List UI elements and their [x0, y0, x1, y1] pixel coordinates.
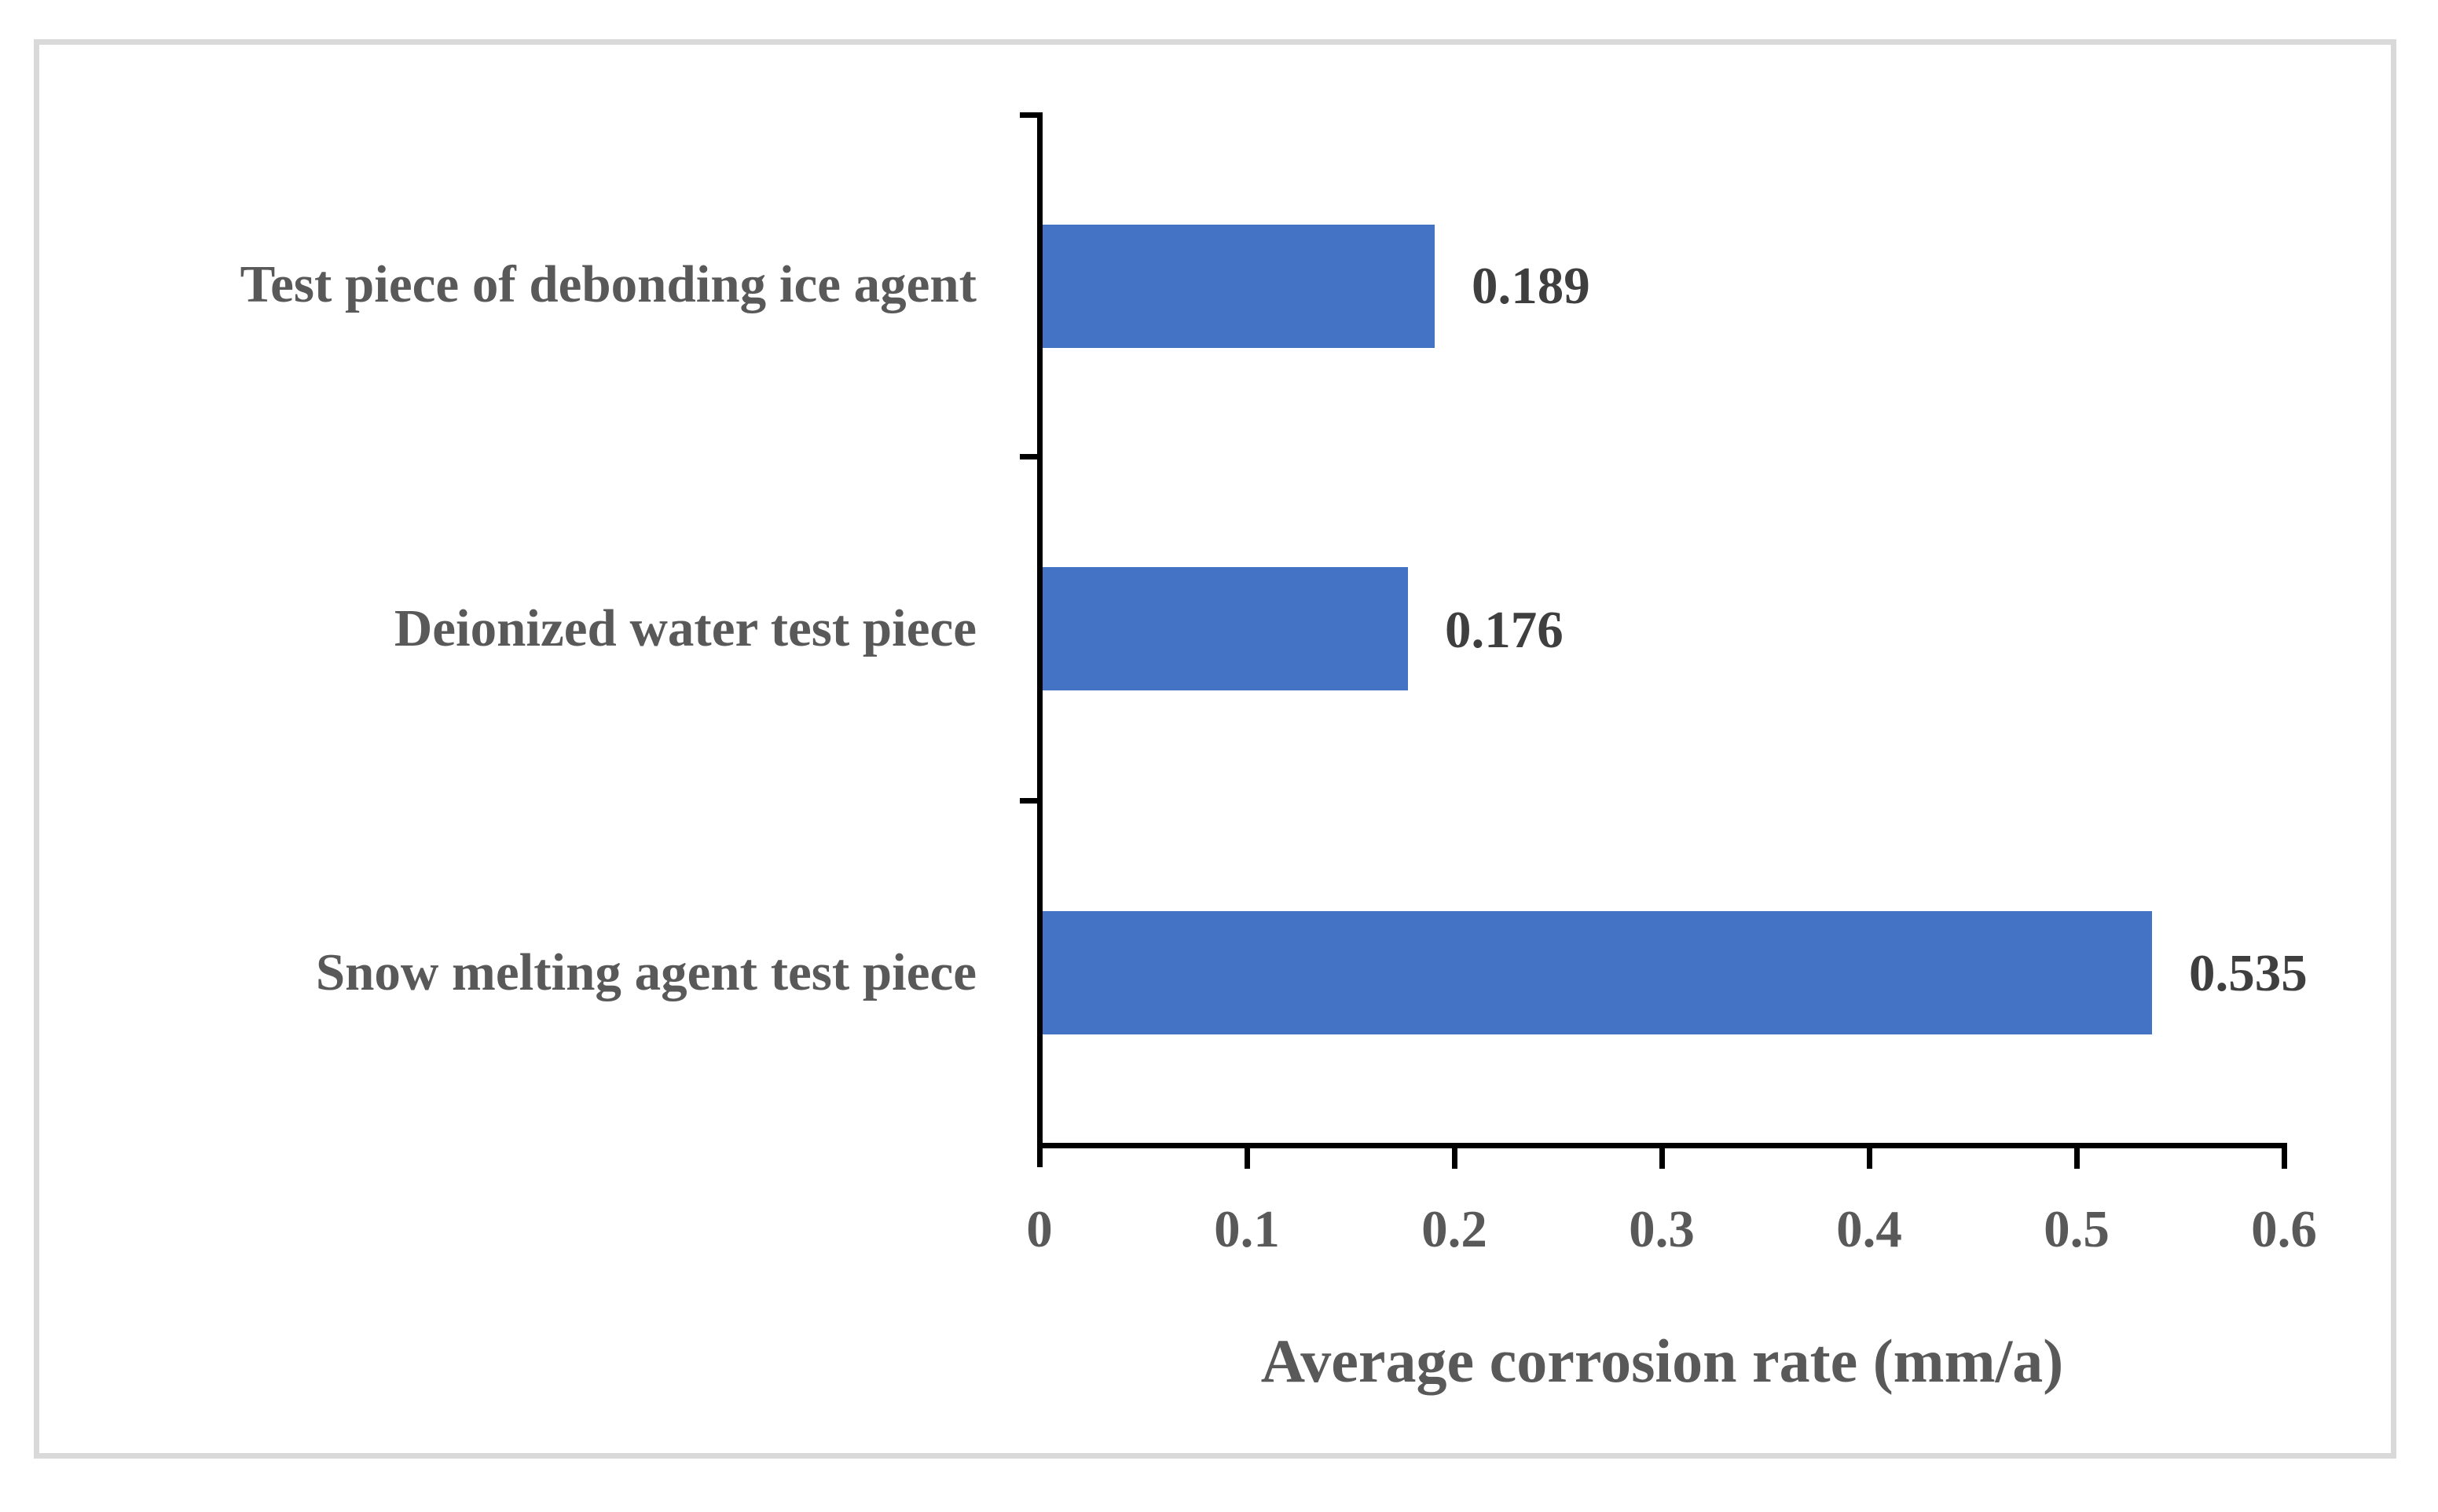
- category-label: Snow melting agent test piece: [315, 943, 977, 1001]
- bar-value-label: 0.535: [2189, 944, 2308, 1002]
- x-axis-line: [1037, 1143, 2287, 1148]
- y-axis-line: [1037, 112, 1043, 1167]
- x-axis-tick: [1659, 1148, 1665, 1169]
- bar: [1043, 567, 1408, 690]
- y-axis-tick: [1020, 112, 1037, 118]
- x-tick-label: 0.6: [2251, 1200, 2317, 1258]
- bar-value-label: 0.189: [1472, 257, 1590, 315]
- x-tick-label: 0.4: [1836, 1200, 1902, 1258]
- x-axis-title: Average corrosion rate (mm/a): [1260, 1327, 2064, 1395]
- x-axis-tick: [1867, 1148, 1872, 1169]
- x-tick-label: 0.1: [1214, 1200, 1280, 1258]
- x-axis-tick: [1245, 1148, 1250, 1169]
- bar: [1043, 225, 1435, 348]
- category-label: Test piece of debonding ice agent: [240, 255, 977, 313]
- category-label: Deionized water test piece: [394, 599, 977, 657]
- x-tick-label: 0.5: [2044, 1200, 2110, 1258]
- bar-value-label: 0.176: [1445, 601, 1564, 659]
- bar: [1043, 911, 2152, 1034]
- x-tick-label: 0: [1026, 1200, 1053, 1258]
- x-axis-tick: [1452, 1148, 1457, 1169]
- y-axis-tick: [1020, 454, 1037, 459]
- x-tick-label: 0.2: [1421, 1200, 1487, 1258]
- y-axis-tick: [1020, 798, 1037, 804]
- x-axis-tick: [2282, 1148, 2287, 1169]
- x-axis-tick: [2074, 1148, 2080, 1169]
- x-tick-label: 0.3: [1629, 1200, 1695, 1258]
